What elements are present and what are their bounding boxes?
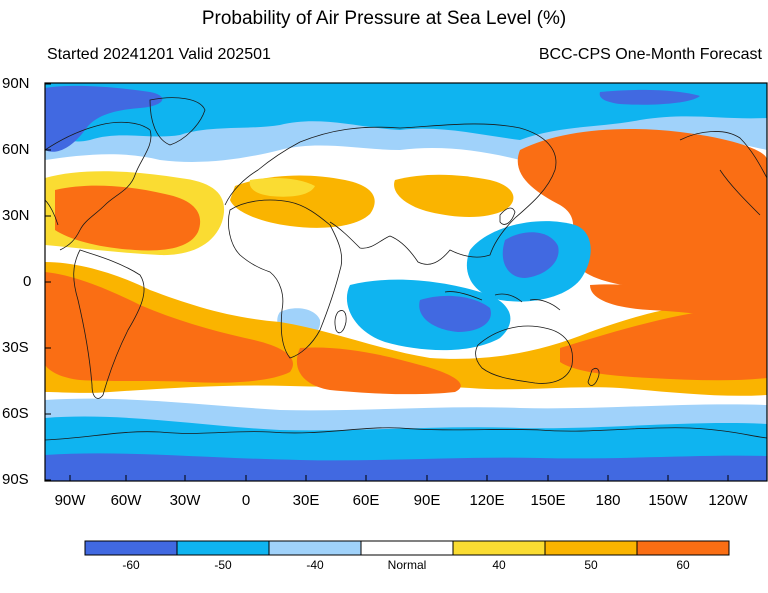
lon-label-150e: 150E xyxy=(530,492,566,509)
lon-label-90e: 90E xyxy=(413,492,441,509)
lon-label-180: 180 xyxy=(595,492,621,509)
lat-label-0: 0 xyxy=(23,273,32,290)
south-atlantic-above-60 xyxy=(45,272,293,383)
lat-label-30s: 30S xyxy=(2,339,29,356)
colorbar-swatch-above-40 xyxy=(453,541,545,555)
colorbar-swatch-above-50 xyxy=(545,541,637,555)
colorbar-swatch-below-60 xyxy=(85,541,177,555)
coastlines xyxy=(45,97,767,441)
arctic-below-50-region xyxy=(45,83,767,142)
map-title: Probability of Air Pressure at Sea Level… xyxy=(201,8,567,29)
maritime-continent-coastline xyxy=(444,291,561,311)
south-america-coastline xyxy=(73,249,145,399)
colorbar-label-minus-60: -60 xyxy=(122,558,140,572)
lon-label-120e: 120E xyxy=(469,492,505,509)
lat-label-90s: 90S xyxy=(2,471,29,488)
colorbar-label-minus-40: -40 xyxy=(306,558,324,572)
north-atlantic-above-60 xyxy=(55,185,201,251)
west-pacific-below-60 xyxy=(502,232,559,278)
indian-ocean-below-60 xyxy=(419,295,491,332)
lon-label-60e: 60E xyxy=(352,492,380,509)
lon-label-30w: 30W xyxy=(169,492,201,509)
lat-label-30n: 30N xyxy=(2,207,30,224)
colorbar-frame xyxy=(84,540,730,556)
lon-label-0: 0 xyxy=(241,492,251,509)
antarctica-coastline xyxy=(45,427,767,441)
colorbar-label-minus-50: -50 xyxy=(214,558,232,572)
eurasia-coastline xyxy=(224,123,557,265)
madagascar-coastline xyxy=(334,310,347,334)
colorbar-swatch-below-40 xyxy=(269,541,361,555)
south-pacific-above-60 xyxy=(560,307,767,381)
east-pacific-above-60 xyxy=(590,284,767,320)
lon-label-90w: 90W xyxy=(54,492,86,509)
central-asia-above-50 xyxy=(394,174,514,217)
lat-label-60s: 60S xyxy=(2,405,29,422)
japan-coastline xyxy=(499,207,516,225)
europe-above-40 xyxy=(249,178,315,197)
lon-label-150w: 150W xyxy=(648,492,688,509)
lat-label-90n: 90N xyxy=(2,75,30,92)
alaska-coastline xyxy=(679,131,767,216)
colorbar-label-60: 60 xyxy=(676,558,690,572)
lon-label-120w: 120W xyxy=(708,492,748,509)
antarctic-below-60 xyxy=(45,453,767,481)
lon-label-60w: 60W xyxy=(110,492,142,509)
south-indian-above-60 xyxy=(296,347,461,395)
colorbar xyxy=(84,540,730,556)
africa-coastline xyxy=(228,199,343,359)
australia-coastline xyxy=(475,325,573,384)
arctic-below-60-region-2 xyxy=(599,89,700,105)
forecast-model: BCC-CPS One-Month Forecast xyxy=(538,46,762,63)
axis-ticks xyxy=(45,83,729,481)
colorbar-label-40: 40 xyxy=(492,558,506,572)
colorbar-swatch-normal xyxy=(361,541,453,555)
colorbar-swatch-above-60 xyxy=(637,541,729,555)
colorbar-swatch-below-50 xyxy=(177,541,269,555)
colorbar-label-50: 50 xyxy=(584,558,598,572)
arctic-below-60-region xyxy=(45,85,163,152)
lat-label-60n: 60N xyxy=(2,141,30,158)
new-zealand-coastline xyxy=(587,368,600,386)
greenland-coastline xyxy=(149,97,206,146)
probability-field xyxy=(45,83,767,481)
forecast-dates: Started 20241201 Valid 202501 xyxy=(47,46,271,63)
lon-label-30e: 30E xyxy=(292,492,320,509)
colorbar-label-normal: Normal xyxy=(387,558,427,572)
north-america-coastline xyxy=(45,121,152,251)
